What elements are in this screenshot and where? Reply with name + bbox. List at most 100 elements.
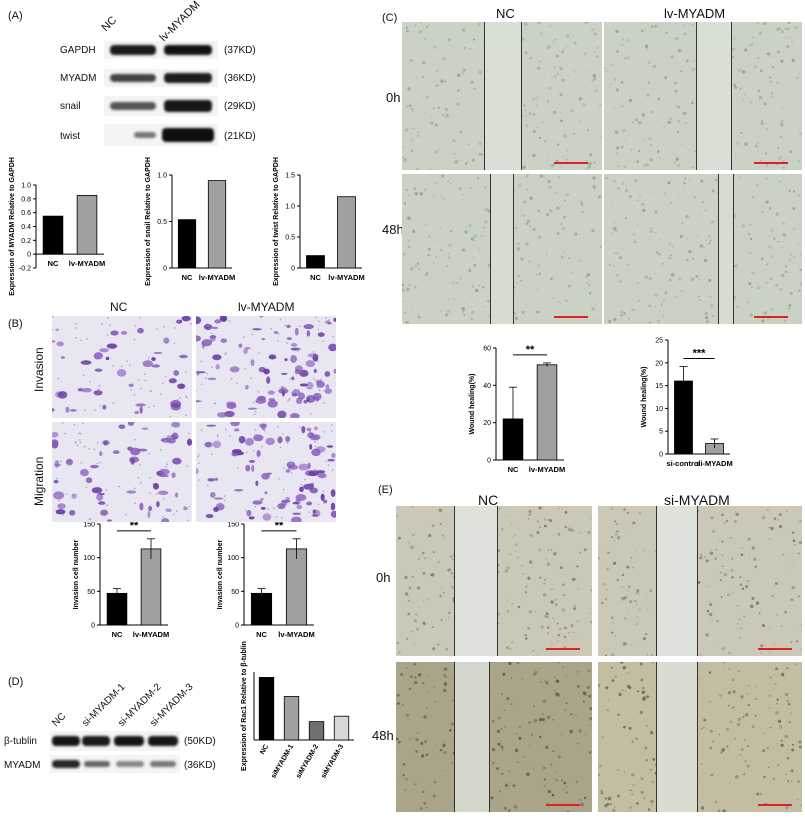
- bar: [308, 721, 325, 741]
- y-tick-label: 40: [483, 383, 491, 390]
- blot-strip-twist: [104, 124, 218, 146]
- x-tick-label: lv-MYADM: [133, 630, 169, 639]
- y-tick-label: 0: [235, 623, 239, 630]
- blot-row-label: MYADM: [60, 73, 97, 84]
- significance-label: ***: [693, 347, 707, 359]
- panel-c-row-0h: 0h: [386, 90, 401, 105]
- y-tick-label: 0.2: [21, 238, 31, 245]
- x-tick-label: si-MYADM: [696, 459, 732, 468]
- bar: [306, 255, 325, 269]
- y-tick-label: 150: [227, 522, 239, 529]
- blot-kd: (50KD): [184, 736, 216, 747]
- y-tick-label: 0.8: [21, 196, 31, 203]
- panel-e-col-nc: NC: [478, 492, 499, 508]
- x-tick-label: si-control: [666, 459, 700, 468]
- x-tick-label: lv-MYADM: [278, 630, 314, 639]
- panel-e-label: (E): [378, 484, 393, 496]
- chart-b1: 0 50 100 150 NC lv-MYADM ** Invasion cell numbe…: [73, 520, 169, 639]
- y-axis-label: Expression of twist Relative to GAPDH: [273, 157, 280, 286]
- y-tick-label: 20: [655, 360, 663, 367]
- y-axis-label: Wound healing(%): [641, 367, 648, 428]
- bar: [536, 364, 558, 461]
- x-tick-label: NC: [310, 273, 321, 282]
- y-tick-label: 0: [487, 458, 491, 465]
- x-tick-label: lv-MYADM: [529, 465, 565, 474]
- chart-a3: 0 0.5 1.0 1.5 NC lv-MYADM Expression of twist …: [273, 157, 365, 286]
- x-tick-label: NC: [508, 465, 519, 474]
- blot-kd: (37KD): [224, 45, 256, 56]
- scratch-image-e-si-48h: [598, 662, 802, 812]
- chart-a2: 0 0.5 1.0 NC lv-MYADM Expression of snail Rel…: [145, 157, 235, 286]
- x-tick-label: lv-MYADM: [199, 273, 235, 282]
- panel-b-row-invasion: Invasion: [32, 347, 46, 392]
- chart-d1: NC siMYADM-1 siMYADM-2 siMYADM-3 Expression …: [241, 641, 354, 780]
- x-tick-label: NC: [112, 630, 123, 639]
- blot-strip-snail: [104, 96, 218, 116]
- y-tick-label: 50: [87, 589, 95, 596]
- y-axis-label: Wound healing(%): [469, 374, 476, 435]
- bar: [333, 715, 350, 741]
- panel-a-label: (A): [8, 10, 23, 22]
- bar: [250, 592, 273, 626]
- bar: [337, 196, 356, 269]
- y-axis-label: Expression of snail Relative to GAPDH: [145, 157, 152, 286]
- scratch-image-e-nc-48h: [396, 662, 592, 812]
- y-tick-label: 0.5: [285, 235, 295, 242]
- y-tick-label: 25: [655, 338, 663, 345]
- y-tick-label: 0.5: [157, 219, 167, 226]
- y-tick-label: 150: [83, 522, 95, 529]
- y-axis-label: Invasion cell number: [217, 539, 224, 609]
- micrograph-migration-nc: [52, 422, 192, 522]
- x-tick-label: NC: [256, 630, 267, 639]
- x-tick-label: siMYADM-3: [320, 743, 345, 779]
- bar: [177, 219, 197, 269]
- y-tick-label: 100: [83, 555, 95, 562]
- y-tick-label: 0.6: [21, 210, 31, 217]
- y-tick-label: 10: [655, 406, 663, 413]
- bar: [285, 548, 308, 626]
- scratch-image-c-lv-48h: [604, 174, 802, 324]
- blot-strip-myadm: [104, 69, 218, 87]
- micrograph-migration-lv-myadm: [196, 422, 336, 522]
- y-tick-label: 20: [483, 420, 491, 427]
- significance-label: **: [275, 520, 284, 532]
- bar: [42, 215, 64, 255]
- panel-c-label: (C): [382, 12, 398, 24]
- panel-d-label: (D): [8, 676, 24, 688]
- y-axis-label: Expression of Rac1 Relative to β-tublin: [241, 641, 248, 771]
- panel-b-label: (B): [8, 318, 23, 330]
- blot-row-label: β-tublin: [4, 736, 37, 747]
- y-axis-label: Expression of MYADM Relative to GAPDH: [9, 157, 16, 296]
- blot-row-label: twist: [60, 131, 80, 142]
- bar: [258, 677, 275, 741]
- blot-strip-myadm-d: [50, 755, 180, 773]
- y-tick-label: 100: [227, 555, 239, 562]
- panel-e-row-0h: 0h: [376, 570, 391, 585]
- panel-c-col-lv-myadm: lv-MYADM: [664, 6, 726, 21]
- y-tick-label: 15: [655, 383, 663, 390]
- y-tick-label: 1.0: [157, 173, 167, 180]
- scratch-image-c-nc-0h: [402, 22, 602, 170]
- bar: [207, 180, 227, 269]
- blot-row-label: MYADM: [4, 760, 41, 771]
- blot-strip-beta-tublin: [50, 731, 180, 751]
- y-tick-label: 0: [27, 252, 31, 259]
- panel-b-col-lv-myadm: lv-MYADM: [238, 300, 295, 314]
- y-tick-label: 5: [659, 429, 663, 436]
- y-tick-label: 0: [291, 266, 295, 273]
- bar: [76, 194, 98, 255]
- blot-row-label: snail: [60, 101, 81, 112]
- blot-kd: (36KD): [224, 73, 256, 84]
- significance-label: **: [526, 344, 535, 356]
- blot-kd: (36KD): [184, 760, 216, 771]
- scratch-image-c-nc-48h: [402, 174, 602, 324]
- bar: [140, 548, 162, 626]
- blot-kd: (29KD): [224, 101, 256, 112]
- x-tick-label: NC: [48, 259, 59, 268]
- y-tick-label: -0.2: [19, 266, 31, 273]
- chart-c1: 0 20 40 60 NC lv-MYADM ** Wound healing(%): [469, 344, 565, 474]
- y-tick-label: 0: [163, 266, 167, 273]
- bar: [106, 592, 128, 626]
- y-tick-label: 1.0: [21, 183, 31, 190]
